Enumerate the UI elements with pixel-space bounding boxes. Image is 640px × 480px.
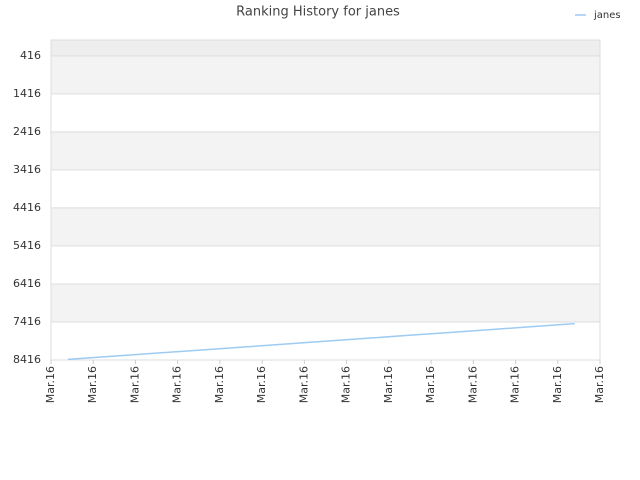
y-tick-label: 416 (20, 49, 41, 62)
plot-band (51, 93, 600, 132)
y-tick-label: 7416 (13, 315, 41, 328)
plot-band (51, 207, 600, 246)
y-tick-label: 2416 (13, 125, 41, 138)
x-tick-label: Mar.16 (255, 366, 268, 403)
plot-band (51, 131, 600, 170)
y-tick-label: 3416 (13, 163, 41, 176)
y-tick-label: 5416 (13, 239, 41, 252)
plot-band (51, 55, 600, 94)
series-line (67, 322, 575, 361)
plot-band (51, 245, 600, 284)
x-tick-label: Mar.16 (44, 366, 57, 403)
x-tick-label: Mar.16 (171, 366, 184, 403)
x-tick-label: Mar.16 (340, 366, 353, 403)
x-tick-label: Mar.16 (382, 366, 395, 403)
x-tick-label: Mar.16 (593, 366, 606, 403)
y-tick-label: 1416 (13, 87, 41, 100)
y-tick-label: 4416 (13, 201, 41, 214)
plot-band (51, 169, 600, 208)
x-tick-label: Mar.16 (128, 366, 141, 403)
x-tick-label: Mar.16 (297, 366, 310, 403)
chart-title: Ranking History for janes (236, 5, 400, 20)
x-tick-label: Mar.16 (213, 366, 226, 403)
y-tick-label: 8416 (13, 353, 41, 366)
plot-border (50, 39, 601, 361)
plot-band (51, 40, 600, 56)
plot-band (51, 283, 600, 322)
x-tick-label: Mar.16 (424, 366, 437, 403)
x-tick-label: Mar.16 (509, 366, 522, 403)
legend-label: janes (593, 10, 621, 21)
x-tick-label: Mar.16 (466, 366, 479, 403)
x-tick-label: Mar.16 (86, 366, 99, 403)
x-tick-label: Mar.16 (551, 366, 564, 403)
y-tick-label: 6416 (13, 277, 41, 290)
